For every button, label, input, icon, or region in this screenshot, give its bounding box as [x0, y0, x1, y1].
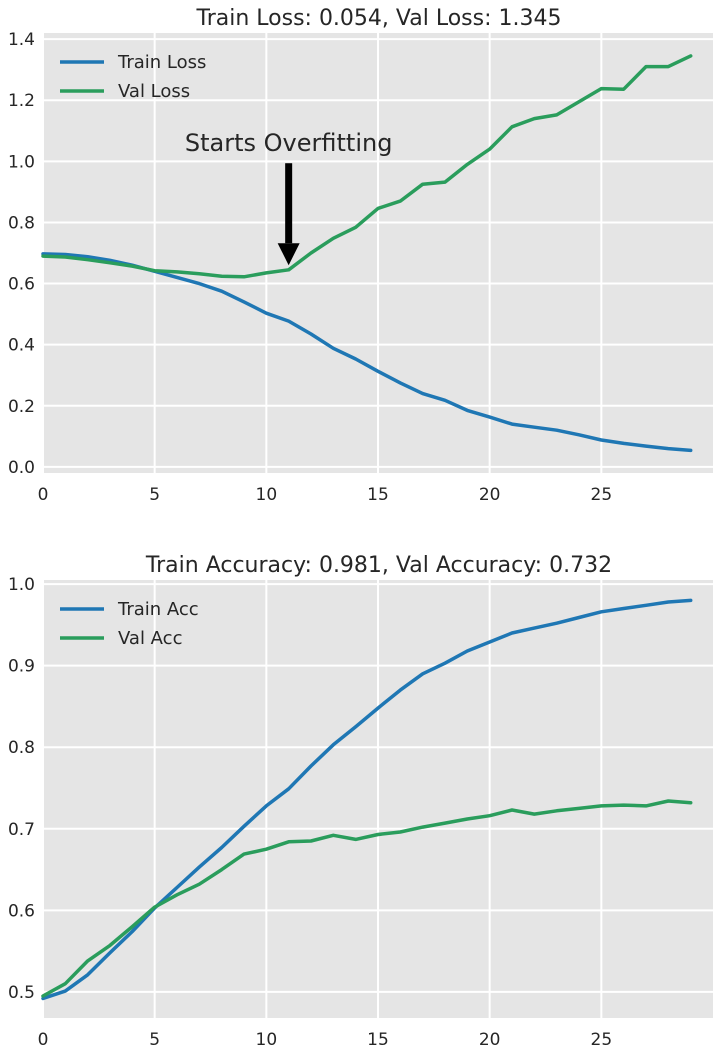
accuracy-series-lines: [41, 598, 693, 1001]
accuracy-chart: Train Accuracy: 0.981, Val Accuracy: 0.7…: [8, 553, 713, 1050]
loss-x-tick-label: 20: [479, 485, 501, 505]
loss-legend: Train Loss Val Loss: [60, 52, 206, 102]
legend-label-val-acc: Val Acc: [118, 628, 182, 649]
accuracy-x-ticks: 0 5 10 15 20 25: [38, 1030, 613, 1050]
loss-x-ticks: 0 5 10 15 20 25: [38, 485, 613, 505]
accuracy-y-ticks: 0.5 0.6 0.7 0.8 0.9 1.0: [8, 575, 35, 1003]
loss-chart: Train Loss: 0.054, Val Loss: 1.345 0.00.…: [8, 6, 713, 505]
loss-x-tick-label: 15: [367, 485, 389, 505]
accuracy-legend: Train Acc Val Acc: [60, 599, 199, 649]
accuracy-grid: [42, 580, 713, 1018]
loss-y-tick-label: 0.2: [8, 397, 35, 417]
annotation-arrow-shaft: [285, 163, 293, 244]
series-points-val-acc: [42, 801, 691, 996]
loss-y-tick-label: 0.0: [8, 458, 35, 478]
loss-series-lines: [41, 54, 693, 453]
series-points-val-loss: [42, 55, 691, 277]
annotation-text: Starts Overfitting: [185, 129, 393, 157]
series-points-train-acc: [42, 600, 691, 999]
accuracy-x-tick-label: 10: [256, 1030, 278, 1050]
accuracy-y-tick-label: 0.8: [8, 738, 35, 758]
series-points-train-loss: [42, 253, 691, 451]
accuracy-x-tick-label: 0: [38, 1030, 49, 1050]
accuracy-y-tick-label: 0.9: [8, 657, 35, 677]
legend-label-train-acc: Train Acc: [117, 599, 199, 620]
loss-y-tick-label: 0.6: [8, 275, 35, 295]
accuracy-y-tick-label: 0.7: [8, 820, 35, 840]
legend-label-train-loss: Train Loss: [117, 52, 206, 73]
overfitting-annotation: Starts Overfitting: [185, 129, 393, 266]
accuracy-x-tick-label: 20: [479, 1030, 501, 1050]
accuracy-x-tick-label: 5: [149, 1030, 160, 1050]
series-line-val-acc: [41, 799, 693, 998]
loss-y-ticks: 0.0 0.2 0.4 0.6 0.8 1.0 1.2 1.4: [8, 30, 35, 478]
legend-label-val-loss: Val Loss: [118, 81, 190, 102]
loss-x-tick-label: 10: [256, 485, 278, 505]
annotation-arrow-head: [277, 243, 300, 266]
loss-x-tick-label: 5: [149, 485, 160, 505]
loss-chart-title: Train Loss: 0.054, Val Loss: 1.345: [196, 6, 562, 31]
loss-x-tick-label: 25: [591, 485, 613, 505]
loss-grid: [42, 33, 713, 473]
loss-x-tick-label: 0: [38, 485, 49, 505]
loss-y-tick-label: 0.8: [8, 213, 35, 233]
accuracy-y-tick-label: 1.0: [8, 575, 35, 595]
accuracy-y-tick-label: 0.5: [8, 983, 35, 1003]
accuracy-x-tick-label: 15: [367, 1030, 389, 1050]
loss-y-tick-label: 1.2: [8, 91, 35, 111]
accuracy-x-tick-label: 25: [591, 1030, 613, 1050]
series-line-val-loss: [41, 54, 693, 279]
loss-y-tick-label: 1.4: [8, 30, 35, 50]
accuracy-chart-title: Train Accuracy: 0.981, Val Accuracy: 0.7…: [145, 553, 612, 578]
loss-y-tick-label: 1.0: [8, 152, 35, 172]
accuracy-y-tick-label: 0.6: [8, 901, 35, 921]
loss-y-tick-label: 0.4: [8, 336, 35, 356]
